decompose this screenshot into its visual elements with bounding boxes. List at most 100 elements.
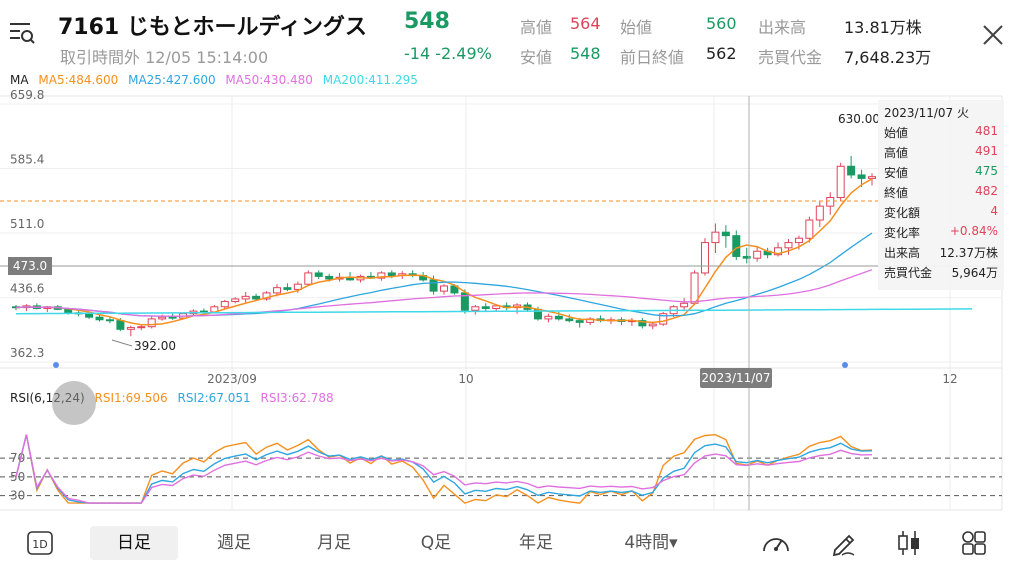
tab-quarterly[interactable]: Q足 <box>420 533 452 553</box>
time-axis-label: 10 <box>458 372 473 386</box>
tooltip-label: 安値 <box>884 166 909 180</box>
close-icon[interactable] <box>982 24 1004 46</box>
candle-body <box>293 283 302 290</box>
candle-body <box>857 174 866 179</box>
candle-body <box>377 272 386 279</box>
candle-body <box>158 316 167 320</box>
price-axis-label: 659.8 <box>10 88 44 102</box>
tooltip-label: 高値 <box>884 146 909 160</box>
crosshair-drag-handle[interactable] <box>52 381 96 425</box>
one-day-icon[interactable]: 1D <box>24 527 56 559</box>
crosshair-date-badge: 2023/11/07 火 <box>700 368 772 405</box>
candle-body <box>742 255 751 259</box>
grid-icon[interactable] <box>958 527 990 559</box>
candle-body <box>105 319 114 322</box>
tooltip-value: +0.84% <box>949 224 998 238</box>
candle-body <box>116 320 125 330</box>
time-axis-label: 12 <box>942 372 957 386</box>
crosshair-price-label: 473.0 <box>13 259 47 273</box>
candle-body <box>638 320 647 327</box>
candle-body <box>95 316 104 321</box>
ohlc-tooltip: 2023/11/07 火 始値 481 高値 491 安値 475 終値 482 変化額… <box>878 100 1004 290</box>
current-price: 548 <box>404 9 450 34</box>
tab-yearly[interactable]: 年足 <box>519 533 553 553</box>
candle-body <box>137 326 146 329</box>
candle-body <box>304 272 313 285</box>
ma-legend-ma5: MA5:484.600 <box>38 73 119 87</box>
stat-label-volume: 出来高 <box>758 18 807 37</box>
candle-body <box>711 231 720 244</box>
rsi-axis-label: 50 <box>10 470 25 484</box>
candle-body <box>429 279 438 292</box>
stat-value-prev-close: 562 <box>706 44 737 63</box>
candle-body <box>272 287 281 294</box>
tooltip-label: 売買代金 <box>884 266 933 280</box>
tab-4hour-dropdown[interactable]: 4時間▾ <box>624 533 678 553</box>
candle-body <box>147 318 156 328</box>
candle-body <box>241 295 250 300</box>
candle-body <box>575 320 584 323</box>
candle-body <box>753 250 762 259</box>
high-price-marker: 630.00 <box>838 112 880 126</box>
candle-body <box>648 323 657 327</box>
time-axis-label: 2023/09 <box>207 372 257 386</box>
candle-body <box>492 305 501 309</box>
candle-body <box>387 272 396 277</box>
candle-body <box>544 315 553 320</box>
rsi-legend-rsi2: RSI2:67.051 <box>177 391 251 405</box>
ma-lines-layer <box>15 178 973 326</box>
candle-body <box>262 292 271 300</box>
candle-body <box>700 242 709 274</box>
candle-body <box>868 176 876 179</box>
ma-legend: MA MA5:484.600 MA25:427.600 MA50:430.480… <box>10 73 424 87</box>
candle-body <box>659 313 668 325</box>
candle-body <box>460 292 469 311</box>
candle-body <box>721 231 730 237</box>
rsi2-line <box>15 434 873 504</box>
candle-body <box>815 205 824 221</box>
candle-body <box>774 247 783 256</box>
tooltip-label: 変化額 <box>884 206 921 220</box>
candle-body <box>826 196 835 207</box>
crosshair-price-badge <box>8 256 52 275</box>
candle-body <box>690 272 699 304</box>
header: 7161 じもとホールディングス 548 取引時間外 12/05 15:14:0… <box>0 0 1024 72</box>
candle-body <box>314 272 323 277</box>
tooltip-value: 475 <box>975 164 998 178</box>
price-axis-label: 362.3 <box>10 346 44 360</box>
price-axis-label: 436.6 <box>10 282 44 296</box>
menu-search-icon[interactable] <box>8 18 36 46</box>
candle-body <box>565 318 574 322</box>
tooltip-value: 4 <box>990 204 998 218</box>
candle-body <box>252 295 261 300</box>
tab-weekly[interactable]: 週足 <box>217 533 251 553</box>
candle-body <box>325 275 334 280</box>
candle-body <box>220 301 229 308</box>
overlay-layer: 473.0 630.00 392.00 <box>0 96 1002 510</box>
ma-legend-title: MA <box>10 73 29 87</box>
stock-title: 7161 じもとホールディングス <box>58 15 367 40</box>
pencil-icon[interactable] <box>828 527 860 559</box>
tooltip-label: 変化率 <box>884 226 921 240</box>
ma-legend-ma50: MA50:430.480 <box>225 73 313 87</box>
ma-legend-ma25: MA25:427.600 <box>128 73 216 87</box>
rsi-legend-rsi1: RSI1:69.506 <box>94 391 168 405</box>
stat-label-open: 始値 <box>620 18 653 37</box>
candle-body <box>680 302 689 308</box>
stat-value-open: 560 <box>706 14 737 33</box>
low-marker-leader <box>111 339 133 347</box>
tab-monthly[interactable]: 月足 <box>317 533 351 553</box>
tooltip-label: 始値 <box>884 126 909 140</box>
candlestick-icon[interactable] <box>893 527 925 559</box>
candle-body <box>283 287 292 290</box>
candle-body <box>64 308 73 314</box>
ma50-line <box>15 269 873 317</box>
candle-body <box>440 285 448 292</box>
price-chart[interactable]: 659.8 585.4 511.0 436.6 362.3 2023/09 10 12 70 5… <box>0 0 1024 518</box>
candle-body <box>805 219 814 239</box>
candle-body <box>481 306 490 309</box>
price-axis-label: 511.0 <box>10 217 44 231</box>
tab-daily[interactable]: 日足 <box>90 526 178 560</box>
stat-value-turnover: 7,648.23万 <box>844 48 932 67</box>
speedometer-icon[interactable] <box>760 527 792 559</box>
